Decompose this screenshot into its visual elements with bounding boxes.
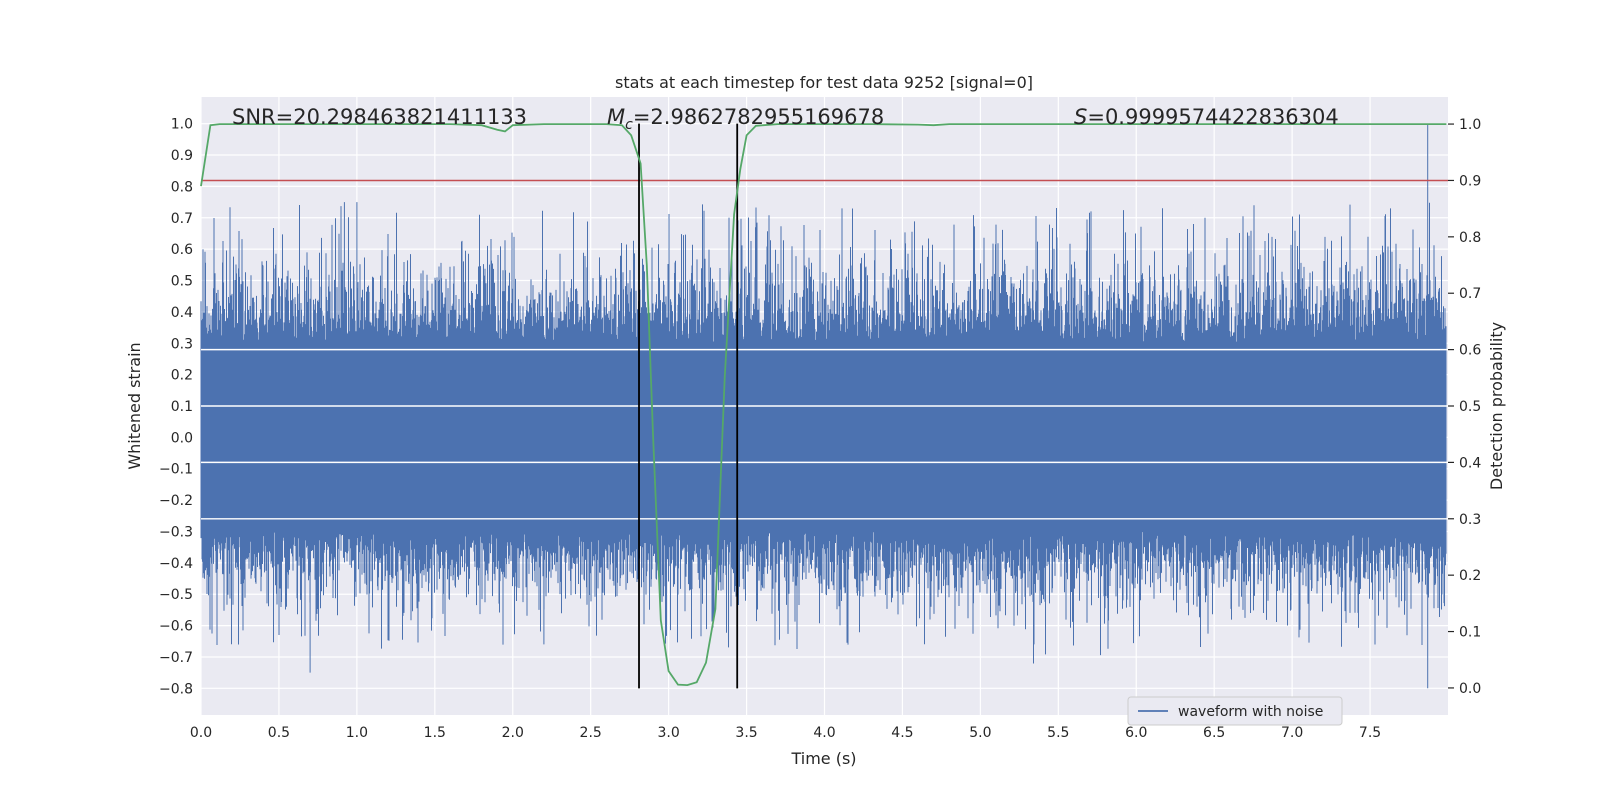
y-left-tick-label: 1.0	[171, 117, 193, 133]
score-value: =0.9999574422836304	[1087, 105, 1338, 129]
y-right-axis-ticks: 1.0 0.9 0.8 0.7 0.6 0.5 0.4 0.3 0.2 0.1 0.0	[1448, 117, 1481, 697]
y-left-tick-label: 0.3	[171, 336, 193, 352]
legend-box	[1127, 696, 1343, 726]
y-right-tick-label: 0.6	[1459, 343, 1481, 359]
y-left-axis-label: Whitened strain	[125, 342, 144, 469]
y-right-tick-label: 0.4	[1459, 455, 1481, 471]
noise-series	[200, 123, 1447, 689]
x-tick-label: 3.0	[657, 725, 679, 741]
chirp-mass-annotation: Mc=2.9862782955169678	[607, 105, 884, 133]
x-tick-label: 2.0	[502, 725, 524, 741]
y-left-tick-label: −0.2	[159, 493, 193, 509]
y-left-tick-label: −0.4	[159, 556, 193, 572]
x-tick-label: 4.5	[891, 725, 913, 741]
x-tick-label: 0.5	[268, 725, 290, 741]
x-tick-label: 1.0	[346, 725, 368, 741]
y-left-tick-label: 0.6	[171, 242, 193, 258]
y-right-tick-label: 0.9	[1459, 173, 1481, 189]
x-tick-label: 7.5	[1359, 725, 1381, 741]
y-left-tick-label: −0.7	[159, 650, 193, 666]
vertical-markers	[638, 123, 739, 689]
chirp-mass-subscript: c	[625, 117, 633, 133]
y-left-tick-label: 0.9	[171, 148, 193, 164]
y-left-tick-label: −0.1	[159, 462, 193, 478]
x-tick-label: 7.0	[1281, 725, 1303, 741]
y-left-tick-label: −0.3	[159, 524, 193, 540]
snr-annotation: SNR=20.298463821411133	[232, 105, 527, 129]
legend-label: waveform with noise	[1178, 704, 1323, 720]
x-tick-label: 5.0	[969, 725, 991, 741]
y-right-axis-label: Detection probability	[1487, 322, 1506, 490]
y-left-tick-label: 0.2	[171, 368, 193, 384]
y-left-tick-label: −0.8	[159, 681, 193, 697]
x-tick-label: 6.5	[1203, 725, 1225, 741]
y-left-tick-label: −0.6	[159, 619, 193, 635]
grid-overlay	[201, 348, 1448, 520]
y-left-tick-label: 0.7	[171, 211, 193, 227]
noise-trace	[200, 123, 1447, 689]
y-right-tick-label: 0.7	[1459, 286, 1481, 302]
chirp-mass-value: =2.9862782955169678	[633, 105, 884, 129]
x-tick-label: 6.0	[1125, 725, 1147, 741]
score-symbol: S	[1074, 105, 1087, 129]
y-right-tick-label: 0.2	[1459, 568, 1481, 584]
x-tick-label: 0.0	[190, 725, 212, 741]
y-left-tick-label: 0.1	[171, 399, 193, 415]
y-left-tick-label: 0.8	[171, 179, 193, 195]
x-tick-label: 4.0	[813, 725, 835, 741]
legend: waveform with noise	[1127, 696, 1343, 726]
y-left-tick-label: 0.0	[171, 430, 193, 446]
chirp-mass-symbol: M	[607, 105, 625, 129]
chart-title: stats at each timestep for test data 925…	[615, 73, 1033, 92]
x-axis-label: Time (s)	[790, 749, 856, 768]
x-tick-label: 2.5	[580, 725, 602, 741]
x-tick-label: 1.5	[424, 725, 446, 741]
x-tick-label: 3.5	[735, 725, 757, 741]
y-right-tick-label: 0.3	[1459, 512, 1481, 528]
y-right-tick-label: 0.1	[1459, 625, 1481, 641]
y-right-tick-label: 0.5	[1459, 399, 1481, 415]
y-right-tick-label: 0.8	[1459, 230, 1481, 246]
x-tick-label: 5.5	[1047, 725, 1069, 741]
y-left-axis-ticks: 1.0 0.9 0.8 0.7 0.6 0.5 0.4 0.3 0.2 0.1 0.0 −0.1 −0.…	[159, 117, 193, 698]
y-right-tick-label: 1.0	[1459, 117, 1481, 133]
detection-probability-line	[200, 123, 1447, 687]
y-right-tick-label: 0.0	[1459, 681, 1481, 697]
y-left-tick-label: −0.5	[159, 587, 193, 603]
score-annotation: S=0.9999574422836304	[1074, 105, 1339, 129]
x-axis-ticks: 0.0 0.5 1.0 1.5 2.0 2.5 3.0 3.5 4.0 4.5 5.0 5.5 6.0 6…	[190, 725, 1381, 741]
y-left-tick-label: 0.5	[171, 274, 193, 290]
y-left-tick-label: 0.4	[171, 305, 193, 321]
